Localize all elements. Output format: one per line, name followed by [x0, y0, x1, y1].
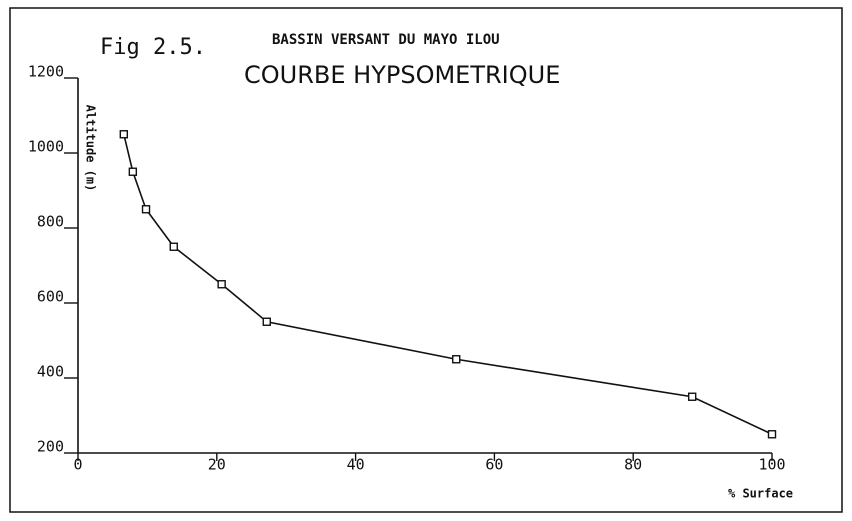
point-marker [217, 280, 226, 289]
x-tick-label: 20 [208, 456, 226, 474]
point-marker [767, 430, 777, 439]
y-tick-label: 800 [37, 213, 64, 231]
y-tick-label: 600 [37, 288, 64, 306]
x-tick-label: 40 [347, 456, 365, 474]
point-marker [452, 355, 461, 364]
axes [77, 78, 772, 454]
x-tick-label: 80 [624, 456, 642, 474]
point-marker [128, 167, 138, 176]
y-tick-label: 400 [37, 363, 64, 381]
point-marker [119, 130, 129, 139]
y-tick-label: 1000 [28, 138, 64, 156]
point-marker [262, 317, 271, 326]
y-tick-label: 200 [37, 438, 64, 456]
y-tick-label: 1200 [28, 63, 64, 81]
chart-title: COURBE HYPSOMETRIQUE [244, 61, 560, 89]
x-tick-label: 60 [485, 456, 503, 474]
x-tick-label: 0 [73, 456, 82, 474]
point-marker [141, 205, 151, 214]
subtitle: BASSIN VERSANT DU MAYO ILOU [272, 32, 500, 48]
x-tick-label: 100 [758, 456, 785, 474]
x-axis-label: % Surface [728, 487, 793, 501]
point-marker [687, 392, 697, 401]
figure-label: Fig 2.5. [100, 35, 206, 60]
frame [9, 7, 843, 513]
point-marker [169, 242, 178, 251]
y-axis-label: Altitude (m) [84, 105, 98, 192]
